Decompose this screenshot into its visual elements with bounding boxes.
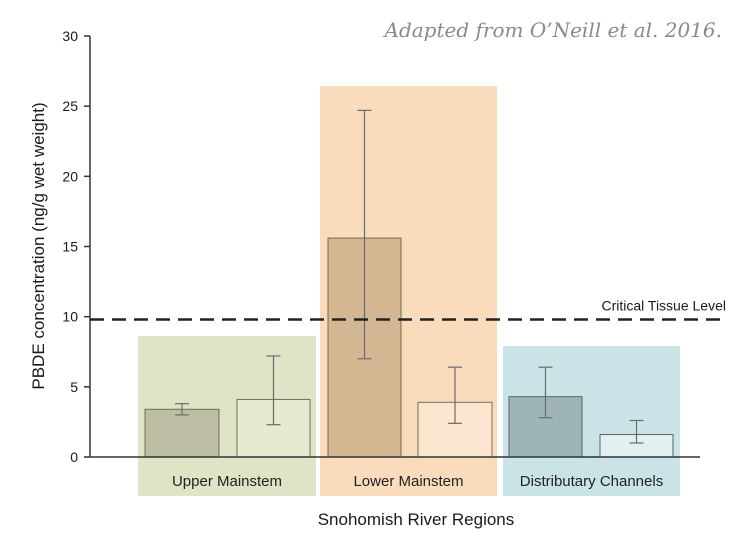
bar-0-0 (144, 408, 220, 458)
region-label-1: Lower Mainstem (353, 473, 463, 490)
y-tick-label-1: 5 (70, 379, 78, 395)
y-tick-label-2: 10 (62, 309, 78, 325)
bars (144, 109, 674, 458)
region-label-2: Distributary Channels (520, 473, 663, 490)
critical-tissue-level: Critical Tissue Level (90, 297, 727, 321)
y-tick-label-0: 0 (70, 449, 78, 465)
critical-tissue-level-label: Critical Tissue Level (602, 297, 727, 313)
y-tick-label-4: 20 (62, 168, 78, 184)
y-axis: 0 5 10 15 20 25 30 (62, 28, 700, 465)
y-tick-label-6: 30 (62, 28, 78, 44)
region-label-0: Upper Mainstem (172, 473, 282, 490)
y-tick-label-5: 25 (62, 98, 78, 114)
y-axis-title: PBDE concentration (ng/g wet weight) (29, 102, 48, 389)
y-tick-label-3: 15 (62, 239, 78, 255)
x-axis-title: Snohomish River Regions (318, 510, 515, 529)
source-note: Adapted from O’Neill et al. 2016. (383, 18, 723, 42)
